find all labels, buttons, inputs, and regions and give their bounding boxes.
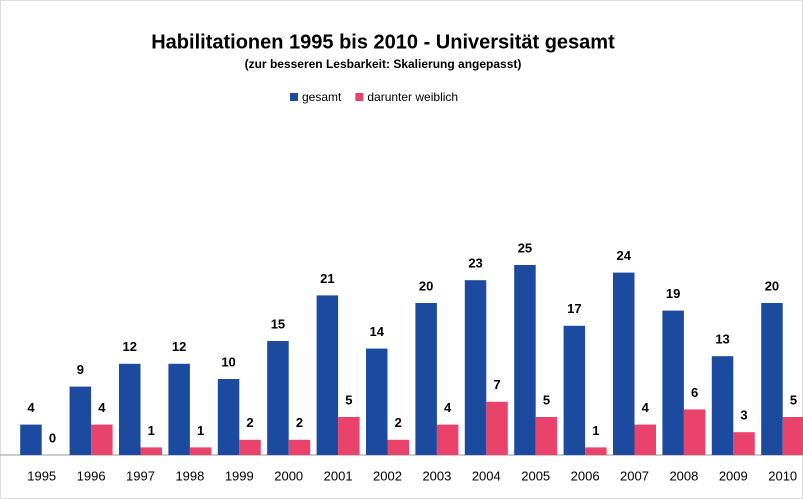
x-tick-label: 2002 [373,468,402,483]
data-label: 1 [592,423,599,438]
data-label: 4 [98,400,106,415]
bar [387,439,409,455]
data-label: 0 [49,430,56,445]
data-label: 23 [468,256,482,271]
x-tick-label: 1998 [175,468,204,483]
data-label: 5 [543,392,550,407]
bar [535,417,558,455]
data-label: 19 [666,286,680,301]
x-tick-label: 2000 [274,468,303,483]
data-label: 24 [617,248,632,263]
x-tick-label: 2006 [571,468,600,483]
data-label: 15 [271,316,285,331]
bar [316,295,339,455]
x-tick-label: 2010 [768,468,797,483]
x-tick-label: 2004 [472,468,501,483]
bar [217,379,240,455]
bar [140,447,162,455]
bar [415,303,437,455]
x-tick-label: 2008 [669,468,698,483]
x-tick-label: 2003 [422,468,451,483]
bar [20,424,42,455]
bar [168,363,190,455]
data-label: 10 [221,354,235,369]
data-label: 3 [740,408,747,423]
bar [119,363,141,455]
data-label: 5 [790,392,797,407]
x-tick-label: 2005 [521,468,550,483]
data-label: 7 [493,377,500,392]
data-label: 17 [567,301,581,316]
legend-swatch [355,93,364,101]
data-label: 2 [296,415,303,430]
bar [91,424,113,455]
bar [711,356,734,455]
data-label: 1 [197,423,204,438]
bar [662,310,684,455]
bar [239,439,261,455]
bar [761,303,783,455]
bar [585,447,607,455]
data-label: 21 [320,271,334,286]
bar [514,265,536,455]
x-tick-label: 2009 [719,468,748,483]
x-tick-label: 2001 [324,468,353,483]
bar [366,348,388,455]
data-label: 4 [27,400,35,415]
data-label: 14 [370,324,385,339]
data-label: 25 [518,240,532,255]
bar [683,409,706,455]
bar [563,325,586,455]
chart-title: Habilitationen 1995 bis 2010 - Universit… [151,31,615,53]
x-tick-label: 1997 [126,468,155,483]
bar [288,439,311,455]
data-label: 20 [765,278,779,293]
data-label: 1 [148,423,155,438]
legend-label: darunter weiblich [367,90,458,104]
x-tick-label: 2007 [620,468,649,483]
x-tick-label: 1999 [225,468,254,483]
data-label: 6 [691,385,698,400]
data-label: 20 [419,278,433,293]
bar [436,424,459,455]
data-label: 9 [77,362,84,377]
bar [189,447,212,455]
data-label: 4 [642,400,650,415]
data-label: 12 [172,339,186,354]
data-label: 5 [345,392,352,407]
data-label: 4 [444,400,452,415]
bar [338,417,360,455]
bar [267,341,289,455]
data-label: 2 [246,415,253,430]
data-label: 2 [395,415,402,430]
bar [782,417,803,455]
data-label: 13 [715,332,729,347]
legend-label: gesamt [302,90,342,104]
bar [613,272,635,455]
bar [69,386,92,455]
x-tick-label: 1995 [27,468,56,483]
legend-swatch [290,93,298,101]
data-label: 12 [123,339,137,354]
x-tick-label: 1996 [77,468,106,483]
bar [486,401,508,455]
bar [733,432,755,455]
chart-subtitle: (zur besseren Lesbarkeit: Skalierung ang… [245,57,522,71]
bar [464,280,487,455]
bar [634,424,656,455]
